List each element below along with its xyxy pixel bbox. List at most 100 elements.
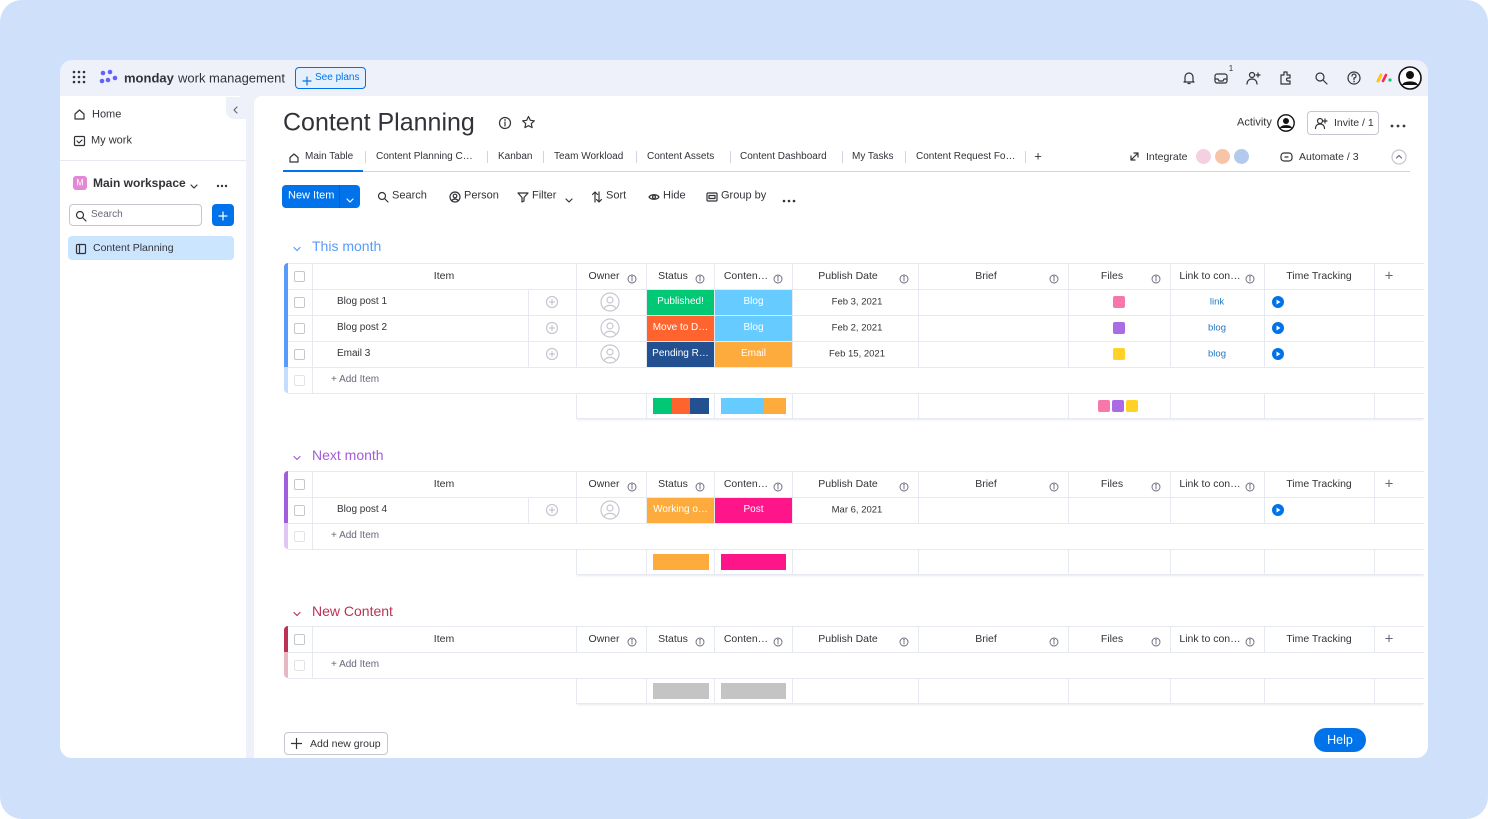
- content-cell[interactable]: [715, 342, 792, 367]
- toolbar-action[interactable]: Filter: [532, 189, 557, 202]
- add-item[interactable]: + Add Item: [331, 659, 380, 670]
- file-thumbnail[interactable]: [1113, 296, 1125, 308]
- sidebar-search[interactable]: [69, 204, 202, 226]
- new-item-button[interactable]: [282, 185, 360, 208]
- add-update-icon[interactable]: [545, 347, 559, 361]
- nav-home[interactable]: Home: [92, 108, 122, 121]
- time-tracking-play[interactable]: [1271, 347, 1285, 361]
- help-button[interactable]: [1314, 728, 1366, 752]
- time-tracking-play[interactable]: [1271, 295, 1285, 309]
- automate-label[interactable]: Automate / 3: [1299, 150, 1359, 163]
- view-tab[interactable]: Team Workload: [554, 151, 624, 162]
- apps-grid-icon[interactable]: [72, 70, 86, 84]
- add-update-icon[interactable]: [545, 503, 559, 517]
- invite-button[interactable]: [1307, 111, 1379, 135]
- add-view-tab[interactable]: +: [1034, 148, 1042, 164]
- collapse-header[interactable]: [1391, 149, 1407, 165]
- toolbar-action[interactable]: Sort: [606, 189, 627, 202]
- row-checkbox[interactable]: [294, 349, 305, 360]
- workspace-name[interactable]: Main workspace: [93, 176, 186, 190]
- integrate-label[interactable]: Integrate: [1146, 150, 1188, 163]
- content-cell[interactable]: [715, 498, 792, 523]
- row-checkbox[interactable]: [294, 660, 305, 671]
- group-chevron[interactable]: [292, 241, 302, 252]
- link-text[interactable]: link: [1209, 296, 1225, 308]
- group-title[interactable]: Next month: [312, 447, 384, 463]
- view-tab[interactable]: Main Table: [305, 151, 354, 162]
- row-checkbox[interactable]: [294, 634, 305, 645]
- add-group-button[interactable]: [284, 732, 388, 755]
- group-title[interactable]: New Content: [312, 603, 393, 619]
- top-bar-icon[interactable]: [1313, 70, 1329, 86]
- add-update-icon[interactable]: [545, 321, 559, 335]
- add-update-icon[interactable]: [545, 295, 559, 309]
- cell-border: [918, 679, 919, 704]
- top-bar-icon[interactable]: [1278, 70, 1294, 86]
- workspace-chevron[interactable]: [189, 178, 199, 189]
- status-cell[interactable]: [647, 316, 714, 341]
- item-name[interactable]: Email 3: [337, 348, 371, 359]
- toolbar-action[interactable]: Hide: [663, 189, 686, 202]
- view-tab[interactable]: Content Assets: [647, 151, 715, 162]
- time-tracking-play[interactable]: [1271, 503, 1285, 517]
- nav-my-work[interactable]: My work: [91, 134, 132, 147]
- icon-shape: [627, 482, 637, 492]
- row-checkbox[interactable]: [294, 297, 305, 308]
- top-bar-icon[interactable]: [1245, 70, 1261, 86]
- status-cell[interactable]: [647, 342, 714, 367]
- item-name[interactable]: Blog post 4: [337, 504, 388, 515]
- activity-label[interactable]: Activity: [1237, 116, 1272, 129]
- toolbar-action[interactable]: Group by: [721, 189, 767, 202]
- status-cell[interactable]: [647, 290, 714, 315]
- row-checkbox[interactable]: [294, 505, 305, 516]
- link-text[interactable]: blog: [1208, 348, 1226, 360]
- workspace-more[interactable]: [215, 178, 229, 188]
- row-checkbox[interactable]: [294, 531, 305, 542]
- owner-avatar[interactable]: [600, 318, 620, 338]
- owner-avatar[interactable]: [600, 344, 620, 364]
- group-chevron[interactable]: [292, 450, 302, 461]
- toolbar-more[interactable]: [781, 192, 797, 203]
- top-bar-icon[interactable]: [1181, 70, 1197, 86]
- view-tab[interactable]: Content Planning C…: [376, 151, 473, 162]
- view-tab[interactable]: Content Request Fo…: [916, 151, 1016, 162]
- toolbar-action[interactable]: Search: [392, 189, 427, 202]
- owner-avatar[interactable]: [600, 500, 620, 520]
- top-bar-icon[interactable]: [1346, 70, 1362, 86]
- owner-avatar[interactable]: [600, 292, 620, 312]
- see-plans-button[interactable]: [295, 67, 366, 89]
- group-title[interactable]: This month: [312, 238, 382, 254]
- content-cell[interactable]: [715, 316, 792, 341]
- toolbar-action[interactable]: Person: [464, 189, 499, 202]
- view-tab[interactable]: Content Dashboard: [740, 151, 827, 162]
- file-thumbnail[interactable]: [1113, 322, 1125, 334]
- group-chevron[interactable]: [292, 606, 302, 617]
- row-checkbox[interactable]: [294, 479, 305, 490]
- row-checkbox[interactable]: [294, 375, 305, 386]
- add-column[interactable]: +: [1384, 475, 1394, 493]
- time-tracking-play[interactable]: [1271, 321, 1285, 335]
- view-tab[interactable]: My Tasks: [852, 151, 894, 162]
- link-text[interactable]: blog: [1208, 322, 1226, 334]
- item-name[interactable]: Blog post 2: [337, 322, 388, 333]
- add-item[interactable]: + Add Item: [331, 374, 380, 385]
- view-tab[interactable]: Kanban: [498, 151, 533, 162]
- file-thumbnail[interactable]: [1113, 348, 1125, 360]
- board-info[interactable]: [498, 116, 512, 130]
- board-more[interactable]: [1389, 118, 1407, 128]
- user-avatar[interactable]: [1398, 66, 1422, 90]
- item-name[interactable]: Blog post 1: [337, 296, 388, 307]
- board-star[interactable]: [521, 115, 536, 130]
- new-item-label[interactable]: New Item: [288, 189, 335, 202]
- content-cell[interactable]: [715, 290, 792, 315]
- filter-chevron[interactable]: [564, 192, 574, 203]
- add-item[interactable]: + Add Item: [331, 530, 380, 541]
- add-column[interactable]: +: [1384, 630, 1394, 648]
- row-checkbox[interactable]: [294, 271, 305, 282]
- board-link[interactable]: [68, 236, 234, 260]
- status-cell[interactable]: [647, 498, 714, 523]
- row-checkbox[interactable]: [294, 323, 305, 334]
- see-plans-label[interactable]: See plans: [315, 72, 360, 83]
- top-bar-icon[interactable]: [1213, 70, 1229, 86]
- add-column[interactable]: +: [1384, 267, 1394, 285]
